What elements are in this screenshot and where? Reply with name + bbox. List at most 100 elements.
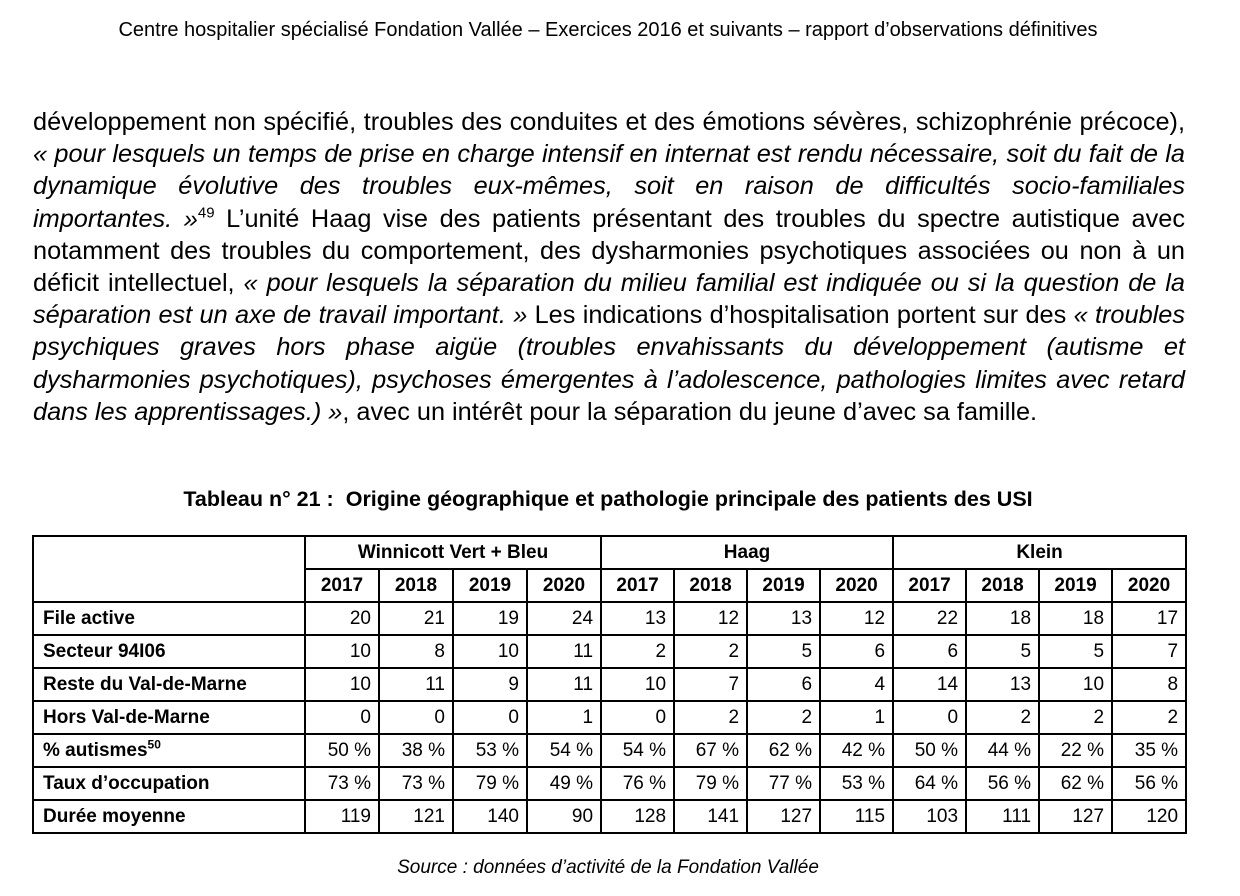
table-cell: 12 [819,601,895,636]
year-header: 2018 [965,568,1041,603]
table-cell: 56 % [965,766,1041,801]
group-header-row: Winnicott Vert + Bleu Haag Klein [32,535,1188,603]
footnote-ref[interactable]: 50 [147,737,161,752]
table-cell: 6 [746,667,822,702]
table-cell: 7 [1111,634,1188,669]
table-cell: 10 [600,667,676,702]
row-label: % autismes50 [32,733,306,768]
table-cell: 73 % [304,766,380,801]
table-cell: 64 % [892,766,968,801]
table-cell: 10 [304,634,380,669]
row-label-text: Secteur 94I06 [43,641,166,662]
table-cell: 111 [965,799,1041,834]
table-cell: 18 [1038,601,1114,636]
table-cell: 49 % [525,766,603,801]
table-cell: 141 [673,799,749,834]
year-header: 2018 [673,568,749,603]
body-text-segment: Les indications d’hospitalisation porten… [527,301,1074,330]
table-cell: 90 [525,799,603,834]
table-cell: 6 [819,634,895,669]
table-cell: 42 % [819,733,895,768]
table-cell: 2 [746,700,822,735]
table-cell: 54 % [600,733,676,768]
table-cell: 1 [525,700,603,735]
table-cell: 2 [673,700,749,735]
year-header: 2020 [819,568,895,603]
table-cell: 9 [452,667,528,702]
table-cell: 22 [892,601,968,636]
row-label: Secteur 94I06 [32,634,306,669]
table-cell: 17 [1111,601,1188,636]
table-title: Tableau n° 21 : Origine géographique et p… [0,486,1216,512]
table-cell: 7 [673,667,749,702]
table-row: Reste du Val-de-Marne 10 11 9 11 10 7 6 4 14 13 10 8 [32,667,1188,702]
row-label: Reste du Val-de-Marne [32,667,306,702]
footnote-ref[interactable]: 49 [197,204,215,222]
row-label: Durée moyenne [32,799,306,834]
body-paragraph: développement non spécifié, troubles des… [33,106,1185,428]
table-cell: 62 % [1038,766,1114,801]
page-header: Centre hospitalier spécialisé Fondation … [118,19,1098,41]
body-text-segment: L’unité Haag vise des patients présentan… [33,204,1185,298]
table-cell: 44 % [965,733,1041,768]
table-row: File active 20 21 19 24 13 12 13 12 22 18 18 17 [32,601,1188,636]
table-cell: 2 [1111,700,1188,735]
table-cell: 77 % [746,766,822,801]
table-row: Hors Val-de-Marne 0 0 0 1 0 2 2 1 0 2 2 2 [32,700,1188,735]
table-cell: 62 % [746,733,822,768]
table-cell: 120 [1111,799,1188,834]
table-cell: 67 % [673,733,749,768]
table-cell: 18 [965,601,1041,636]
table-cell: 56 % [1111,766,1188,801]
year-header: 2017 [892,568,968,603]
table-cell: 13 [965,667,1041,702]
table-cell: 0 [378,700,454,735]
table-cell: 13 [600,601,676,636]
year-header: 2019 [452,568,528,603]
table-cell: 121 [378,799,454,834]
table-cell: 11 [525,667,603,702]
year-header: 2017 [600,568,676,603]
quotation: « pour lesquels un temps de prise en cha… [33,140,1185,233]
row-label-text: Hors Val-de-Marne [43,707,210,728]
table-cell: 24 [525,601,603,636]
table-cell: 127 [746,799,822,834]
table-cell: 12 [673,601,749,636]
table-cell: 1 [819,700,895,735]
group-header: Haag [600,535,895,570]
quotation: « pour lesquels la séparation du milieu … [33,269,1185,330]
table-cell: 10 [304,667,380,702]
group-header: Winnicott Vert + Bleu [303,535,603,570]
table-cell: 54 % [525,733,603,768]
table-cell: 5 [1038,634,1114,669]
table-cell: 2 [1038,700,1114,735]
table-cell: 50 % [304,733,380,768]
corner-cell [32,535,306,603]
table-cell: 20 [304,601,380,636]
table-cell: 119 [304,799,380,834]
year-header: 2018 [378,568,454,603]
table-cell: 127 [1038,799,1114,834]
table-cell: 2 [600,634,676,669]
year-header: 2019 [746,568,822,603]
table-cell: 53 % [452,733,528,768]
body-text-segment: , avec un intérêt pour la séparation du … [342,397,1038,426]
table-cell: 0 [452,700,528,735]
table-cell: 19 [452,601,528,636]
row-label: File active [32,601,306,636]
table-cell: 2 [965,700,1041,735]
table-number: Tableau n° 21 : [183,487,334,511]
year-header: 2020 [525,568,603,603]
row-label: Hors Val-de-Marne [32,700,306,735]
table-cell: 5 [965,634,1041,669]
table-row: Taux d’occupation 73 % 73 % 79 % 49 % 76 % 79 … [32,766,1188,801]
table-cell: 103 [892,799,968,834]
table-cell: 11 [378,667,454,702]
row-label-text: Reste du Val-de-Marne [43,674,247,695]
table-cell: 8 [1111,667,1188,702]
table-cell: 53 % [819,766,895,801]
table-cell: 8 [378,634,454,669]
table-cell: 73 % [378,766,454,801]
table-cell: 38 % [378,733,454,768]
row-label-text: % autismes [43,740,148,761]
